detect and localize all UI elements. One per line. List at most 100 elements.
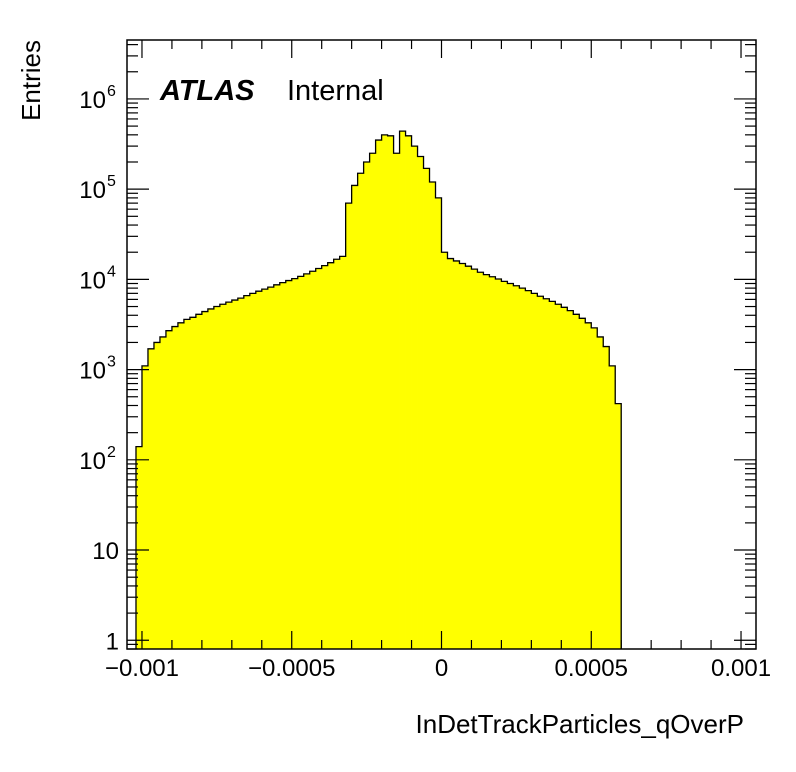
- histogram-bin: [393, 153, 400, 650]
- histogram-bin: [357, 173, 365, 650]
- histogram-bin: [327, 262, 335, 649]
- x-tick-label: −0.001: [105, 655, 179, 682]
- x-axis-ticks: [141, 40, 742, 649]
- histogram-bin: [459, 263, 466, 649]
- histogram-bins: [135, 130, 622, 650]
- histogram-bin: [585, 322, 592, 649]
- histogram-bin: [465, 266, 472, 649]
- histogram-bin: [345, 203, 353, 649]
- histogram-bin: [231, 300, 239, 649]
- histogram-bin: [297, 276, 305, 649]
- histogram-bin: [441, 252, 448, 650]
- histogram-bin: [339, 256, 347, 649]
- histogram-bin: [531, 293, 538, 649]
- histogram-bin: [543, 298, 550, 649]
- histogram-bin: [189, 317, 197, 649]
- histogram-bin: [153, 342, 161, 649]
- histogram-bin: [387, 135, 394, 649]
- y-tick-label-exponent: 4: [107, 263, 116, 280]
- histogram-bin: [549, 301, 556, 649]
- histogram-bin: [609, 365, 616, 649]
- histogram-bin: [369, 153, 377, 650]
- histogram-bin: [573, 314, 580, 649]
- histogram-bin: [291, 278, 299, 649]
- histogram-bin: [249, 293, 257, 649]
- y-tick-label: 1: [106, 628, 119, 655]
- histogram-bin: [507, 283, 514, 649]
- histogram-bin: [315, 268, 323, 649]
- y-axis-ticks: [127, 44, 756, 650]
- histogram-bin: [159, 336, 167, 649]
- histogram-bin: [477, 272, 484, 649]
- histogram-bin: [237, 298, 245, 649]
- histogram-bin: [201, 311, 209, 649]
- histogram-bin: [225, 302, 233, 649]
- histogram-bin: [309, 271, 317, 649]
- histogram-bin: [195, 314, 203, 649]
- histogram-bin: [579, 318, 586, 649]
- histogram-bin: [537, 296, 544, 649]
- histogram-bin: [501, 281, 508, 649]
- histogram-bin: [603, 346, 610, 649]
- histogram-bin: [279, 282, 287, 649]
- histogram-bin: [591, 327, 598, 649]
- histogram-outline: [135, 130, 622, 649]
- histogram-bin: [423, 168, 430, 650]
- histogram-bin: [567, 310, 574, 649]
- histogram-bin: [273, 284, 281, 649]
- y-tick-label-exponent: 5: [107, 173, 116, 190]
- histogram-bin: [285, 280, 293, 649]
- histogram-bin: [303, 273, 311, 649]
- atlas-internal-label: Internal: [287, 75, 384, 107]
- histogram-bin: [453, 260, 460, 649]
- y-tick-label-exponent: 6: [107, 83, 116, 100]
- histogram-bin: [261, 289, 269, 649]
- histogram-bin: [483, 274, 490, 649]
- histogram-bin: [165, 330, 173, 649]
- histogram-bin: [255, 291, 263, 649]
- histogram-bin: [555, 304, 562, 649]
- x-tick-label: −0.0005: [248, 655, 335, 682]
- histogram-bin: [219, 304, 227, 649]
- histogram-bin: [171, 326, 179, 649]
- x-tick-label: 0.001: [711, 655, 771, 682]
- histogram-bin: [351, 185, 359, 650]
- histogram-bin: [381, 134, 388, 650]
- histogram-bin: [207, 308, 215, 649]
- histogram-bin: [417, 156, 424, 650]
- histogram-bin: [615, 403, 622, 649]
- atlas-label: ATLAS: [159, 75, 255, 107]
- histogram-bin: [411, 146, 418, 649]
- histogram-bin: [243, 295, 251, 649]
- histogram-bin: [363, 161, 371, 649]
- histogram-bin: [399, 131, 406, 649]
- y-axis-title: Entries: [16, 40, 46, 121]
- histogram-bin: [135, 446, 143, 649]
- histogram-bin: [489, 276, 496, 649]
- y-tick-label: 10: [79, 358, 106, 385]
- histogram-bin: [183, 319, 191, 649]
- histogram-bin: [561, 307, 568, 649]
- x-tick-label: 0.0005: [555, 655, 628, 682]
- x-axis-title: InDetTrackParticles_qOverP: [416, 709, 744, 739]
- y-tick-label: 10: [79, 87, 106, 114]
- histogram-bin: [267, 287, 275, 649]
- histogram-bin: [405, 135, 412, 649]
- histogram-bin: [429, 182, 436, 650]
- histogram-bin: [471, 269, 478, 649]
- y-tick-label: 10: [92, 538, 119, 565]
- x-axis-tick-labels: −0.001 −0.0005 0 0.0005 0.001: [105, 655, 771, 682]
- y-tick-label: 10: [79, 448, 106, 475]
- histogram-bin: [597, 336, 604, 649]
- histogram-bin: [447, 258, 454, 649]
- y-tick-label-exponent: 2: [107, 444, 116, 461]
- histogram-bin: [177, 322, 185, 649]
- histogram-bin: [333, 259, 341, 649]
- y-tick-label: 10: [79, 267, 106, 294]
- histogram-bin: [435, 197, 442, 649]
- histogram-bin: [495, 278, 502, 649]
- y-tick-label: 10: [79, 177, 106, 204]
- histogram-bin: [525, 290, 532, 649]
